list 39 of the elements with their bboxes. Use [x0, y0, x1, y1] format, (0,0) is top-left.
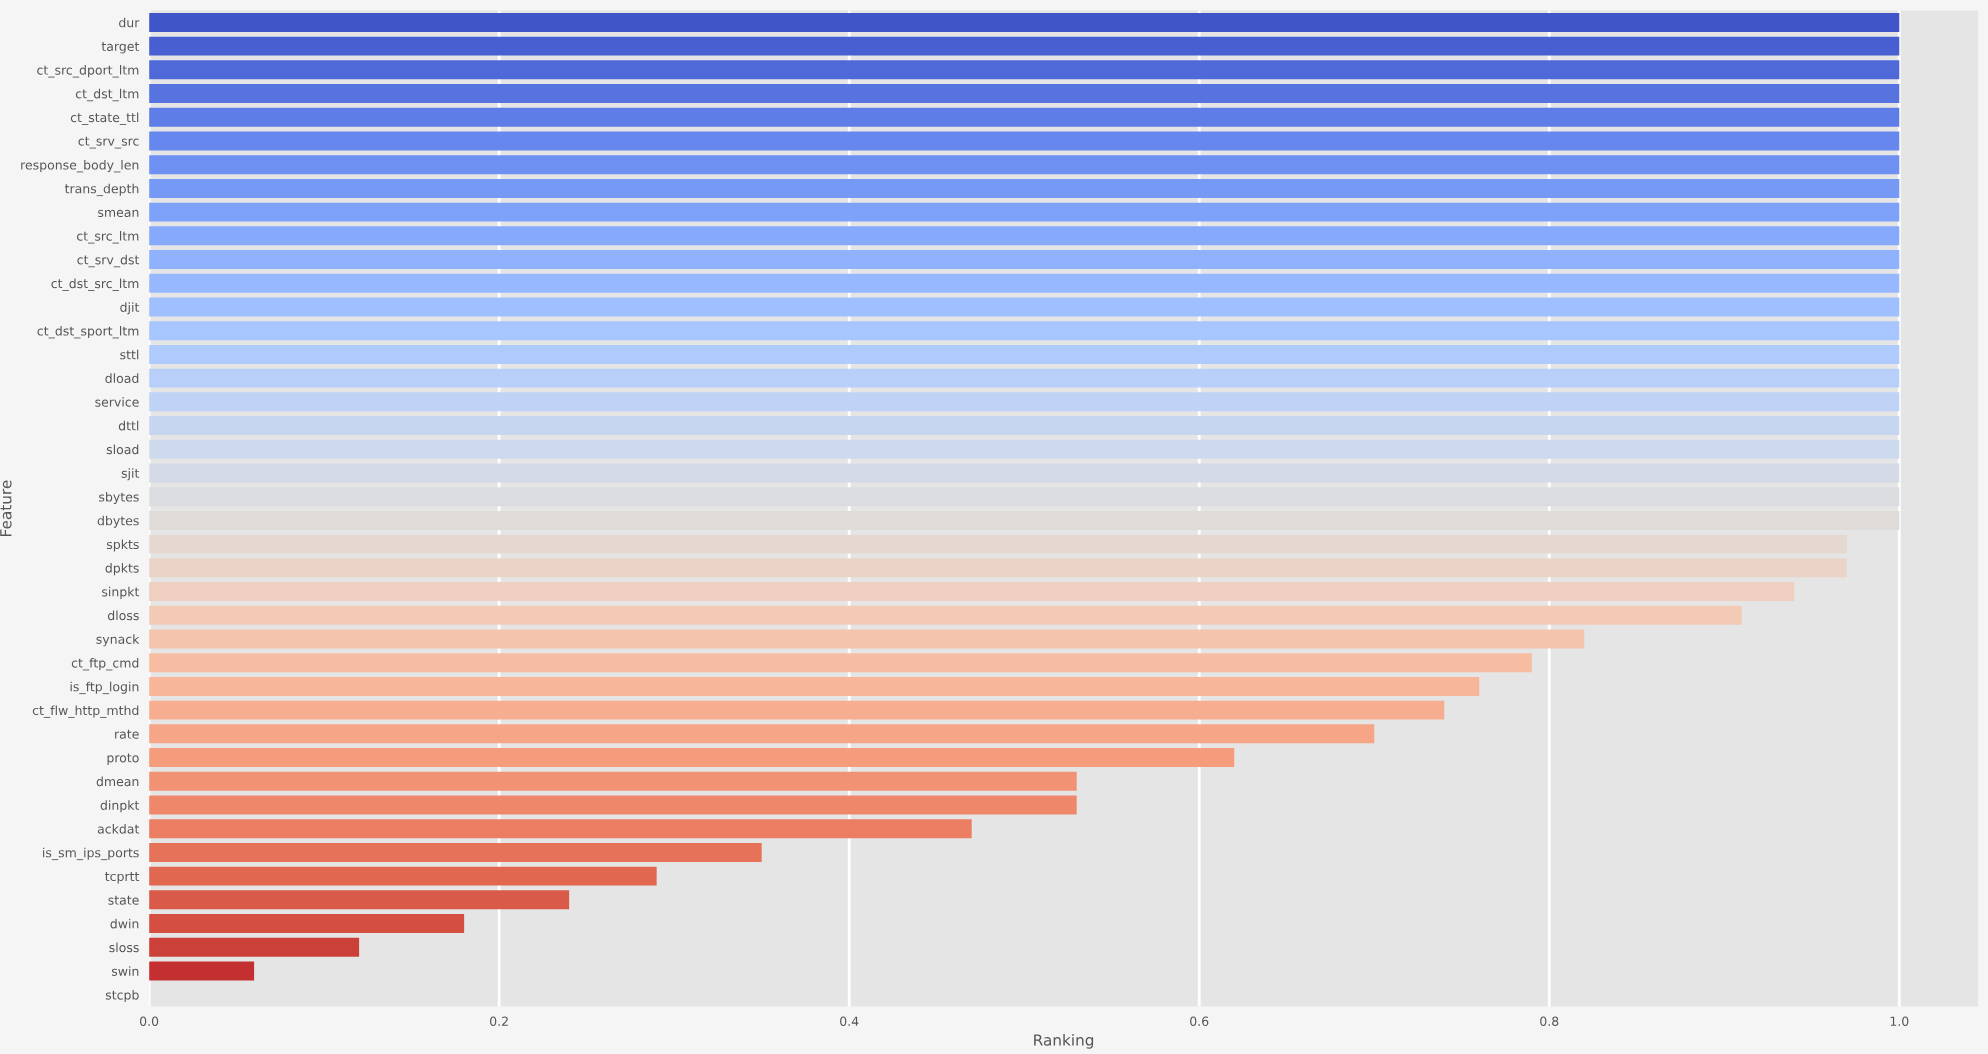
- bar: [149, 534, 1847, 554]
- bar: [149, 676, 1480, 696]
- bar: [149, 629, 1585, 649]
- bar: [149, 819, 972, 839]
- bar: [149, 321, 1900, 341]
- bar: [149, 439, 1900, 459]
- bar: [149, 226, 1900, 246]
- bar: [149, 866, 657, 886]
- bar: [149, 178, 1900, 198]
- bar: [149, 416, 1900, 436]
- bar: [149, 392, 1900, 412]
- bar: [149, 84, 1900, 104]
- bar: [149, 12, 1900, 32]
- bar: [149, 582, 1795, 602]
- bar: [149, 771, 1077, 791]
- bar: [149, 273, 1900, 293]
- bar: [149, 368, 1900, 388]
- bar: [149, 605, 1742, 625]
- bar: [149, 344, 1900, 364]
- bar: [149, 700, 1445, 720]
- bar: [149, 937, 360, 957]
- bar: [149, 297, 1900, 317]
- bar: [149, 155, 1900, 175]
- bar: [149, 748, 1235, 768]
- bar: [149, 890, 570, 910]
- bar: [149, 202, 1900, 222]
- bar: [149, 463, 1900, 483]
- bar: [149, 724, 1375, 744]
- bar: [149, 36, 1900, 56]
- bar: [149, 558, 1847, 578]
- bar: [149, 653, 1532, 673]
- bar: [149, 60, 1900, 80]
- bar: [149, 131, 1900, 151]
- bar: [149, 842, 762, 862]
- bar: [149, 795, 1077, 815]
- bar: [149, 914, 465, 934]
- bar: [149, 107, 1900, 127]
- bar: [149, 961, 255, 981]
- bar: [149, 250, 1900, 270]
